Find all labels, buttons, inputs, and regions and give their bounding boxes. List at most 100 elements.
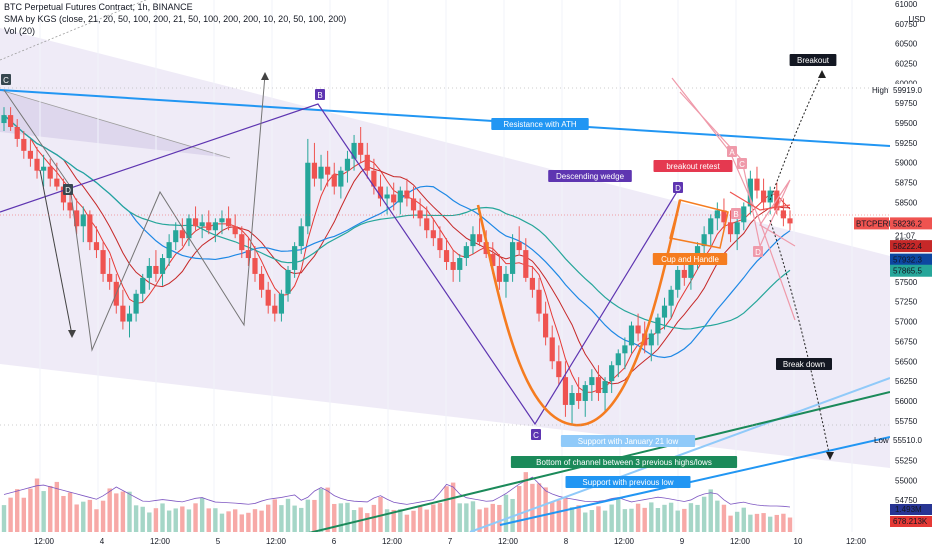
ma3-badge: 57865.5 <box>893 267 922 276</box>
sma-indicator-legend[interactable]: SMA by KGS (close, 21, 20, 50, 100, 200,… <box>4 14 347 24</box>
candle-body <box>54 178 60 187</box>
candle-body <box>523 250 529 278</box>
candle-body <box>543 313 549 338</box>
volume-bar <box>497 504 502 532</box>
ma2-badge: 57932.3 <box>893 256 922 265</box>
candle-body <box>562 377 569 405</box>
volume-bar <box>246 512 251 532</box>
volume-bar <box>28 488 33 532</box>
point-label: C <box>3 76 9 85</box>
point-label-bg <box>531 429 541 440</box>
candle-body <box>120 305 126 322</box>
volume-bar <box>708 489 713 532</box>
time-tick: 12:00 <box>730 537 751 546</box>
candle-body <box>628 325 635 346</box>
volume-bar <box>180 506 185 532</box>
volume-bar <box>74 504 79 532</box>
volume-bar <box>153 508 159 532</box>
candle-body <box>358 142 364 155</box>
volume-bar <box>688 503 694 532</box>
volume-bar <box>437 503 443 532</box>
point-label: B <box>733 210 738 219</box>
candle-body <box>265 289 271 306</box>
prevlow-label: Support with previous low <box>582 478 673 487</box>
support-prev-low-line <box>499 436 891 526</box>
volume-bar <box>583 512 588 532</box>
time-tick: 8 <box>564 537 569 546</box>
volume-bar <box>365 513 370 532</box>
volume-bar <box>239 514 244 532</box>
candle-body <box>430 230 436 239</box>
volume-bar <box>292 505 297 532</box>
candle-body <box>754 178 760 191</box>
high-caption: High <box>872 86 888 95</box>
volume-bar <box>450 482 456 532</box>
candle-body <box>701 234 707 247</box>
volume-bar <box>21 497 27 532</box>
volume-bar <box>114 493 119 532</box>
ma3-badge-bg <box>890 264 932 277</box>
symbol-title[interactable]: BTC Perpetual Futures Contract, 1h, BINA… <box>4 2 193 12</box>
volume-bar <box>199 498 205 532</box>
annotation-labels: Resistance with ATH Descending wedge break… <box>1 54 837 488</box>
volume-bar <box>675 510 680 532</box>
candle-body <box>199 222 205 227</box>
volume-bar <box>41 491 46 532</box>
candle-body <box>159 258 166 274</box>
resistance-label-bg <box>491 118 589 130</box>
cup-label: Cup and Handle <box>661 255 719 264</box>
candle-body <box>483 242 489 255</box>
candle-body <box>417 210 423 219</box>
volume-bar <box>761 513 766 532</box>
candle-body <box>747 178 753 207</box>
candle-body <box>80 214 86 227</box>
volume-bar <box>642 507 647 532</box>
volume-bar <box>54 481 60 532</box>
volume-bar <box>312 499 317 532</box>
candle-body <box>272 305 278 314</box>
candle-body <box>166 242 172 259</box>
prevlow-label-bg <box>565 476 691 488</box>
time-tick: 12:00 <box>498 537 519 546</box>
candle-body <box>490 254 496 266</box>
price-tick: 57000 <box>895 318 918 327</box>
high-badge: 59919.0 <box>893 86 922 95</box>
candle-body <box>536 289 542 314</box>
volume-bar <box>483 507 489 532</box>
volume-bar <box>48 485 53 532</box>
breakout-label-bg <box>789 54 837 66</box>
volume-bar <box>781 513 786 532</box>
volume-bar <box>398 509 403 532</box>
point-label-bg <box>673 182 683 193</box>
price-tick: 55250 <box>895 457 918 466</box>
point-label: D <box>65 186 71 195</box>
time-tick: 12:00 <box>34 537 55 546</box>
price-tick: 61000 <box>895 0 918 9</box>
support-jan21-line <box>469 377 891 533</box>
volume-bar <box>754 513 760 532</box>
low-badge: 55510.0 <box>893 436 922 445</box>
price-tick: 55750 <box>895 417 918 426</box>
wedge-label-bg <box>548 170 632 182</box>
candle-body <box>787 218 793 224</box>
volume-bar <box>61 495 66 532</box>
volume-bar <box>15 489 20 532</box>
volume-bar <box>734 511 740 532</box>
candle-body <box>780 210 786 219</box>
candle-body <box>133 293 139 314</box>
time-axis[interactable]: 12:00 4 12:00 5 12:00 6 12:00 7 12:00 8 12:00 9 12:0… <box>0 532 890 550</box>
volume-bar <box>391 509 396 532</box>
time-tick: 5 <box>216 537 221 546</box>
candle-body <box>661 305 668 318</box>
price-axis[interactable]: USD6100060750605006025060000597505950059… <box>854 0 932 550</box>
candle-body <box>34 158 40 171</box>
volume-indicator-legend[interactable]: Vol (20) <box>4 26 36 36</box>
price-tick: 57250 <box>895 298 918 307</box>
candle-body <box>331 174 337 187</box>
volume-bar <box>1 505 7 532</box>
candle-body <box>338 170 344 187</box>
candle-body <box>351 142 357 159</box>
volume-bar <box>682 508 687 532</box>
volume-bar <box>81 501 86 532</box>
candle-body <box>476 234 483 243</box>
